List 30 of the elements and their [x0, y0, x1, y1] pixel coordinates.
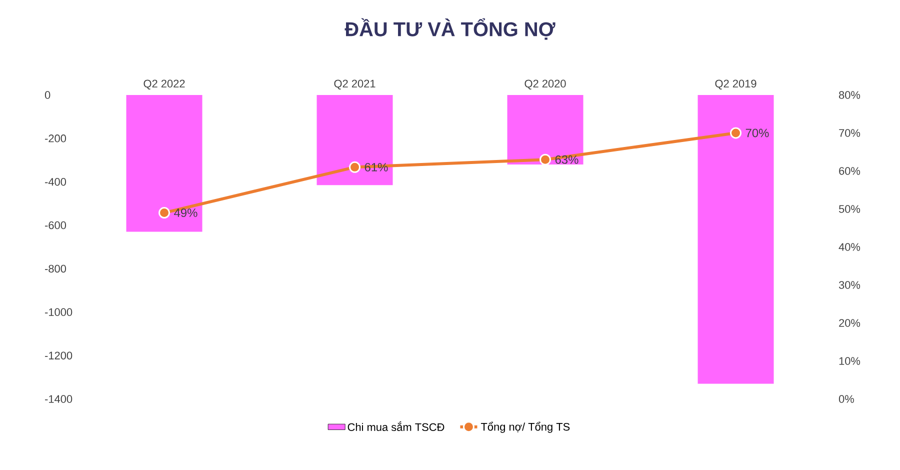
- y2-tick-label: 60%: [839, 167, 860, 175]
- x-tick-label: Q2 2019: [715, 80, 756, 90]
- y2-tick-label: 20%: [839, 319, 860, 327]
- x-tick-label: Q2 2022: [144, 80, 185, 90]
- chart-title: ĐẦU TƯ VÀ TỔNG NỢ: [344, 18, 556, 40]
- data-label: 70%: [746, 128, 769, 138]
- y2-tick-label: 0%: [838, 395, 854, 403]
- y-tick-label: -200: [45, 134, 66, 142]
- x-tick-label: Q2 2021: [334, 80, 376, 90]
- point: [730, 127, 742, 139]
- point: [349, 161, 361, 173]
- y2-tick-label: 70%: [839, 129, 860, 137]
- point: [540, 154, 552, 166]
- y-tick-label: -400: [45, 178, 66, 186]
- y2-tick-label: 40%: [838, 243, 860, 251]
- y2-tick-label: 30%: [838, 281, 860, 289]
- y2-tick-label: 50%: [838, 205, 860, 213]
- y-tick-label: -800: [45, 264, 66, 273]
- legend-label: Tổng nợ/ Tổng TS: [480, 422, 570, 433]
- y2-tick-label: 10%: [839, 357, 860, 365]
- x-tick-label: Q2 2020: [524, 80, 566, 90]
- y-tick-label: 0: [44, 91, 50, 99]
- y-tick-label: -1000: [45, 308, 72, 316]
- y-tick-label: -1400: [45, 395, 72, 403]
- data-label: 49%: [174, 208, 198, 218]
- legend-label: Chi mua sắm TSCĐ: [348, 421, 444, 432]
- y2-tick-label: 80%: [839, 91, 860, 99]
- point: [158, 207, 170, 219]
- y-tick-label: -1200: [45, 352, 72, 360]
- y-tick-label: -600: [45, 221, 66, 230]
